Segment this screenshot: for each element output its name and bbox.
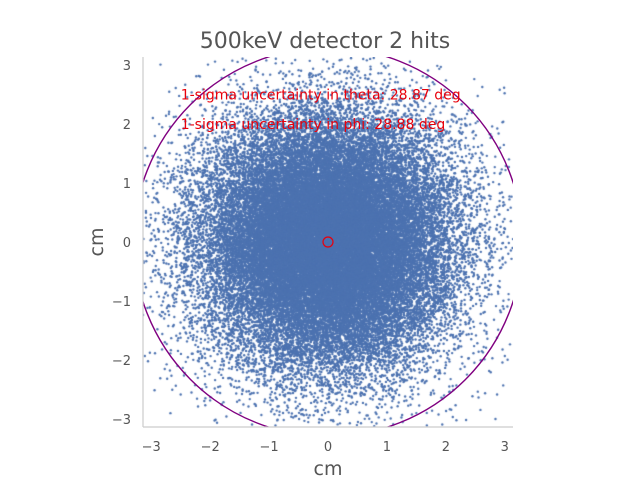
x-tick-label: 0: [324, 440, 332, 455]
y-tick-label: −3: [112, 413, 131, 428]
annotations: 1-sigma uncertainty in theta: 28.87 deg 1…: [181, 88, 461, 133]
x-tick-label: −2: [201, 440, 220, 455]
y-tick-label: −1: [112, 295, 131, 310]
plot-area: [143, 57, 513, 427]
y-tick-label: 2: [123, 118, 131, 133]
y-axis-label: cm: [86, 228, 108, 257]
axes: [142, 57, 513, 428]
scatter-points: [143, 57, 513, 427]
x-tick-label: 3: [501, 440, 509, 455]
x-axis-label: cm: [314, 458, 343, 480]
x-tick-label: 2: [442, 440, 450, 455]
y-tick-label: −2: [112, 354, 131, 369]
x-axis-ticks: −3 −2 −1 0 1 2 3: [142, 440, 509, 455]
center-marker: [322, 236, 334, 248]
x-tick-label: 1: [383, 440, 391, 455]
annotation-text: 1-sigma uncertainty in theta: 28.87 deg: [181, 88, 461, 104]
chart-title: 500keV detector 2 hits: [200, 29, 451, 54]
y-tick-label: 0: [123, 236, 131, 251]
x-tick-label: −1: [259, 440, 278, 455]
y-axis-ticks: −3 −2 −1 0 1 2 3: [112, 59, 131, 428]
x-tick-label: −3: [142, 440, 161, 455]
annotation-text: 1-sigma uncertainty in phi: 28.88 deg: [181, 117, 446, 133]
y-tick-label: 3: [123, 59, 131, 74]
y-tick-label: 1: [123, 177, 131, 192]
